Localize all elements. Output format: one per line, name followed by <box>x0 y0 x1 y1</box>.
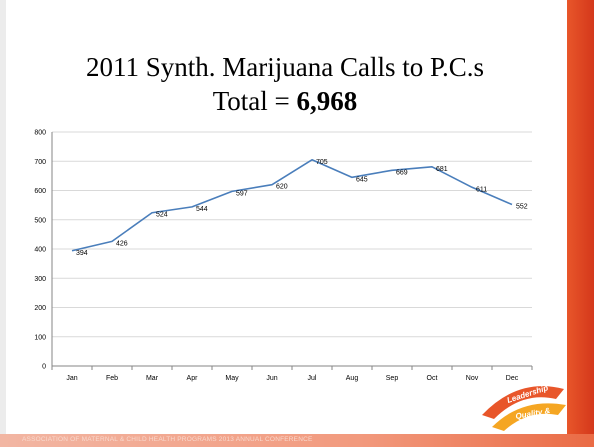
x-tick-label: Jun <box>266 375 277 382</box>
x-tick-label: Nov <box>466 375 479 382</box>
x-tick-label: Jan <box>66 375 77 382</box>
x-tick-label: Feb <box>106 375 118 382</box>
data-label: 611 <box>476 186 487 193</box>
x-tick-label: Jul <box>308 375 317 382</box>
data-label: 669 <box>396 169 408 176</box>
data-label: 552 <box>516 204 528 211</box>
x-tick-label: Oct <box>427 375 438 382</box>
series-line <box>71 158 513 252</box>
title-line-1: 2011 Synth. Marijuana Calls to P.C.s <box>85 52 484 82</box>
data-label: 394 <box>76 250 88 257</box>
y-tick-label: 600 <box>34 188 46 195</box>
logo-word-3: Action <box>524 421 551 433</box>
logo-word-2: Quality & <box>515 406 551 421</box>
title-line-2: Total = 6,968 <box>20 84 550 118</box>
y-tick-label: 200 <box>34 305 46 312</box>
x-tick-label: Sep <box>386 375 399 382</box>
data-label: 524 <box>156 212 168 219</box>
y-tick-label: 700 <box>34 159 46 166</box>
data-label: 620 <box>276 184 288 191</box>
x-tick-label: Dec <box>506 375 519 382</box>
data-label: 426 <box>116 240 128 247</box>
y-tick-label: 800 <box>34 130 46 137</box>
data-label: 544 <box>196 206 208 213</box>
total-label: Total = <box>212 86 297 116</box>
total-value: 6,968 <box>296 86 358 116</box>
x-tick-label: Apr <box>187 375 199 382</box>
y-tick-label: 300 <box>34 276 46 283</box>
y-tick-label: 0 <box>42 364 46 371</box>
x-tick-label: Mar <box>146 375 159 382</box>
y-tick-label: 400 <box>34 247 46 254</box>
left-border <box>0 0 6 447</box>
leadership-quality-action-logo: Leadership Quality & Action <box>482 383 566 433</box>
x-tick-label: May <box>225 375 239 382</box>
data-label: 645 <box>356 176 368 183</box>
data-label: 597 <box>236 190 248 197</box>
x-tick-label: Aug <box>346 375 359 382</box>
data-label: 681 <box>436 166 448 173</box>
footer-text: ASSOCIATION OF MATERNAL & CHILD HEALTH P… <box>22 436 313 443</box>
footer-bar <box>0 434 594 447</box>
y-tick-label: 100 <box>34 334 46 341</box>
slide-title: 2011 Synth. Marijuana Calls to P.C.s Tot… <box>20 50 550 118</box>
y-tick-label: 500 <box>34 217 46 224</box>
data-label: 705 <box>316 159 328 166</box>
right-accent-bar <box>567 0 594 447</box>
